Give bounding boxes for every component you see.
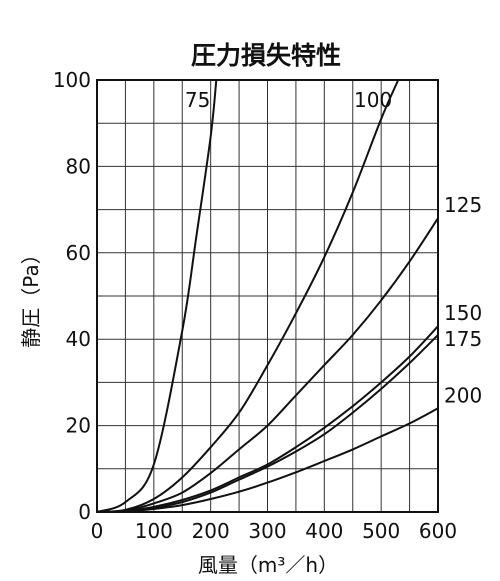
series-curve-175: [97, 334, 438, 512]
series-label-100: 100: [354, 88, 392, 112]
plot-frame: [96, 79, 439, 513]
x-tick-label: 400: [305, 519, 343, 543]
series-label-75: 75: [185, 88, 210, 112]
y-tick-label: 0: [78, 500, 91, 524]
series-curve-200: [97, 407, 438, 512]
y-tick-label: 40: [66, 327, 91, 351]
series-label-150: 150: [444, 301, 482, 325]
x-axis-label: 風量（m³／h）: [198, 553, 338, 577]
x-tick-label: 0: [91, 519, 104, 543]
x-tick-label: 500: [362, 519, 400, 543]
series-label-125: 125: [444, 193, 482, 217]
chart-title: 圧力損失特性: [191, 41, 341, 70]
y-tick-label: 60: [66, 241, 91, 265]
y-tick-label: 20: [66, 414, 91, 438]
series-curve-100: [97, 80, 400, 512]
y-axis-label: 静圧（Pa）: [19, 244, 43, 347]
x-tick-label: 300: [248, 519, 286, 543]
grid-lines: [97, 80, 438, 512]
series-curve-75: [97, 80, 218, 512]
y-tick-label: 80: [66, 154, 91, 178]
y-tick-labels: 0 20 40 60 80 100: [53, 68, 91, 524]
series-label-175: 175: [444, 327, 482, 351]
y-tick-label: 100: [53, 68, 91, 92]
x-tick-labels: 0 100 200 300 400 500 600: [91, 519, 457, 543]
x-tick-label: 200: [192, 519, 230, 543]
x-tick-label: 600: [419, 519, 457, 543]
series-label-200: 200: [444, 383, 482, 407]
series-curve-125: [97, 217, 438, 512]
x-tick-label: 100: [135, 519, 173, 543]
series-curves: [97, 80, 438, 512]
